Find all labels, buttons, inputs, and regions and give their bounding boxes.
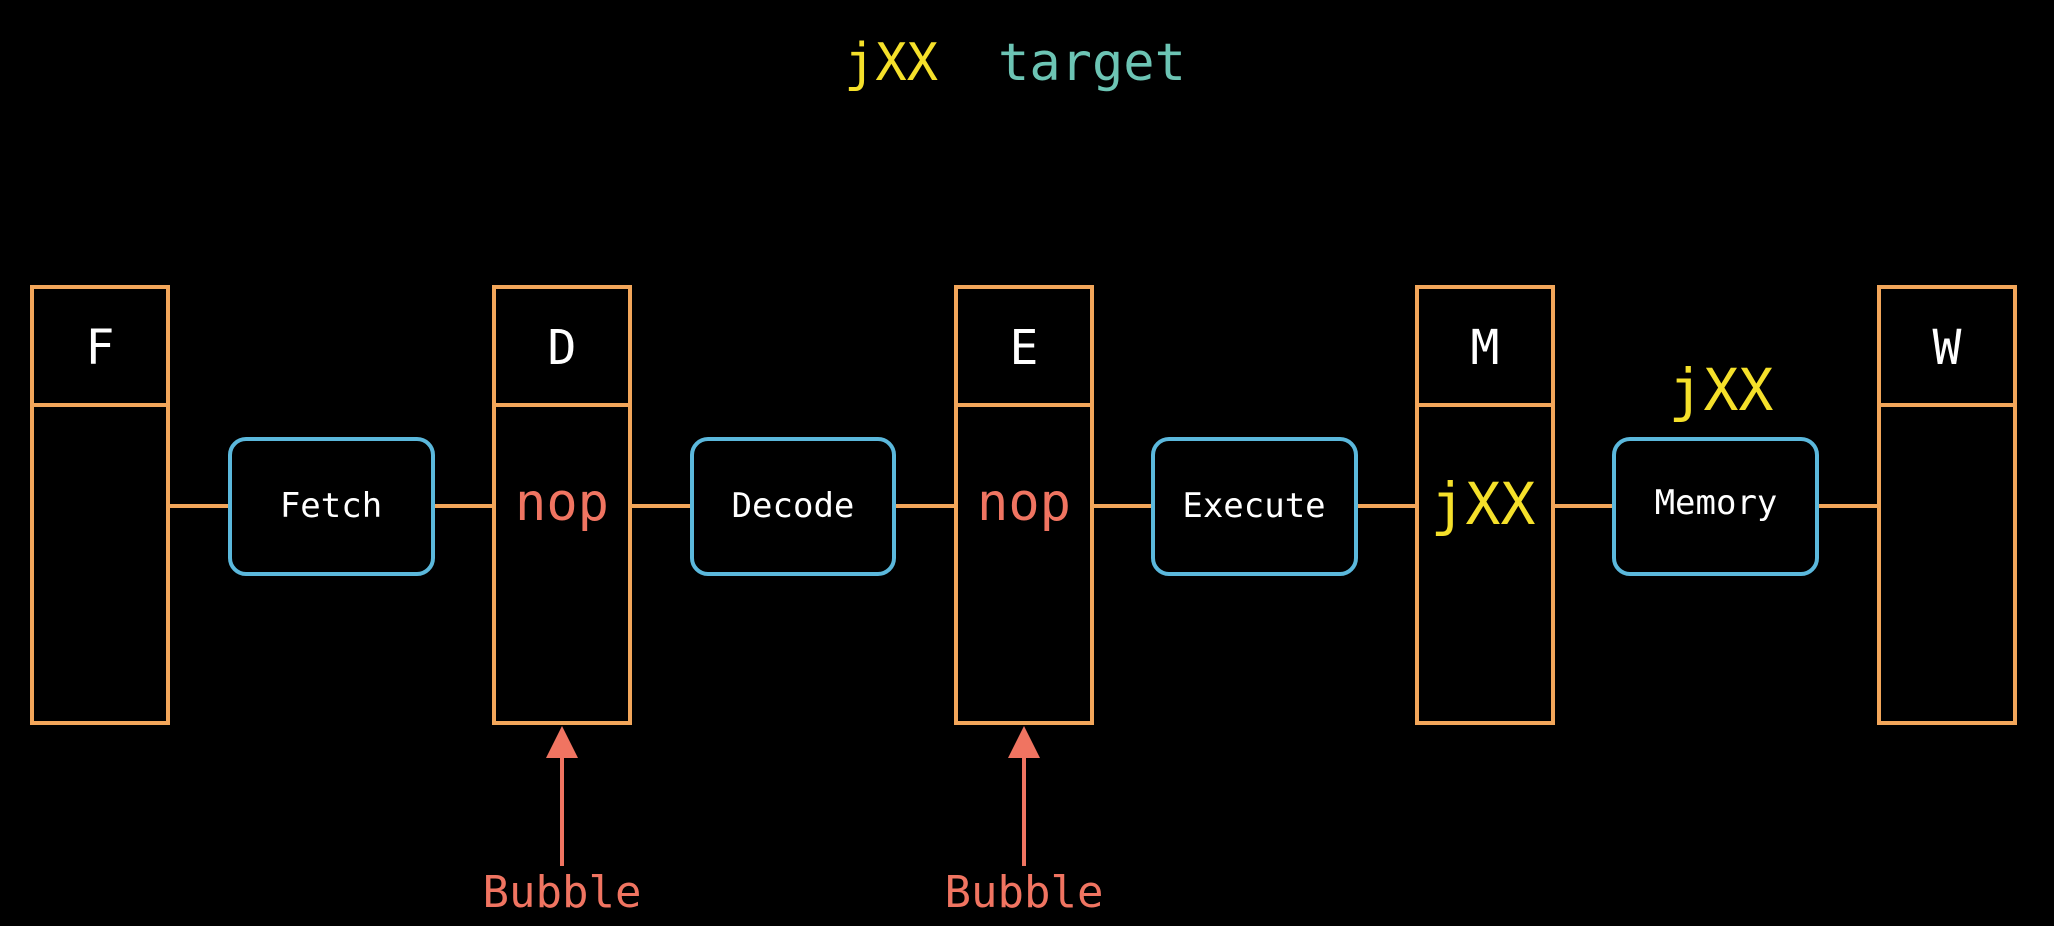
register-d: D nop (492, 285, 632, 725)
stage-memory-label: Memory (1655, 483, 1778, 523)
stage-fetch: Fetch (228, 437, 435, 576)
bubble-e-label: Bubble (945, 867, 1104, 918)
stage-execute-label: Execute (1182, 486, 1325, 526)
bubble-e-arrow-head (1008, 726, 1040, 758)
register-e: E nop (954, 285, 1094, 725)
stage-memory: Memory jXX (1612, 356, 1819, 576)
stage-execute: Execute (1151, 437, 1358, 576)
register-w-label: W (1933, 320, 1962, 376)
title-operand: target (998, 33, 1186, 93)
bubble-e: Bubble (945, 726, 1104, 918)
bubble-d-arrow-head (546, 726, 578, 758)
bubble-d-label: Bubble (483, 867, 642, 918)
register-f: F (30, 285, 170, 725)
title-instruction: jXX (844, 33, 938, 93)
register-w: W (1877, 285, 2017, 725)
register-m-content: jXX (1431, 470, 1536, 538)
register-m-label: M (1471, 320, 1500, 376)
stage-fetch-label: Fetch (280, 486, 382, 526)
register-e-label: E (1010, 320, 1039, 376)
diagram-title: jXX target (844, 33, 1186, 93)
register-d-content: nop (515, 473, 609, 533)
register-d-label: D (548, 320, 577, 376)
register-m: M jXX (1415, 285, 1555, 725)
stage-memory-annotation: jXX (1669, 356, 1774, 424)
register-f-label: F (86, 320, 115, 376)
bubble-d: Bubble (483, 726, 642, 918)
register-e-content: nop (977, 473, 1071, 533)
stage-decode-label: Decode (732, 486, 855, 526)
stage-decode: Decode (690, 437, 896, 576)
